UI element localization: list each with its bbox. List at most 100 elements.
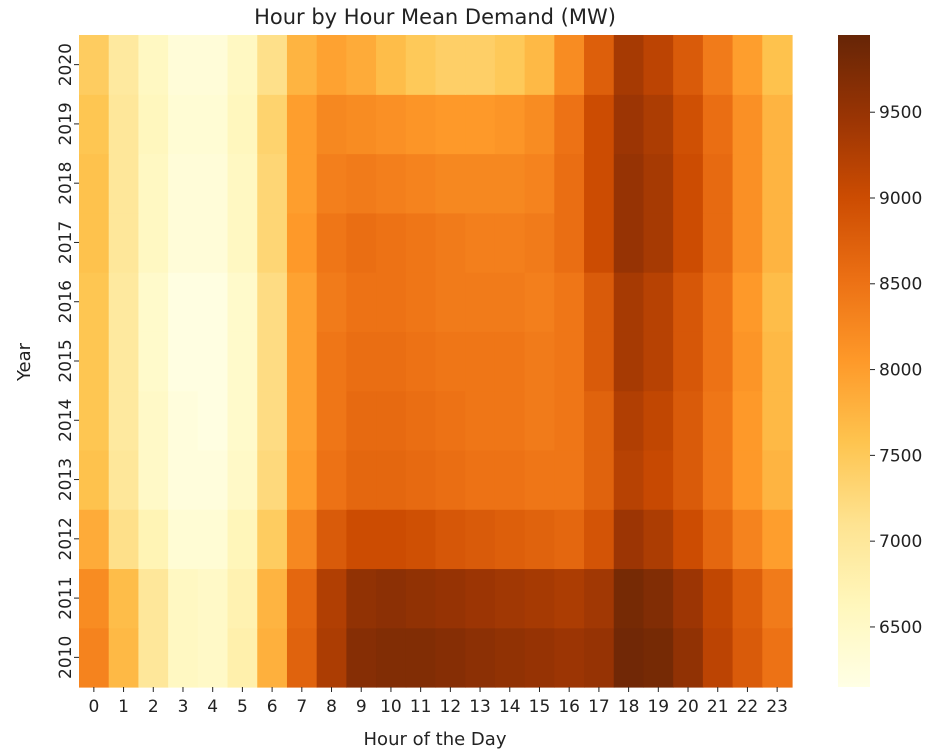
heatmap-cell: [257, 390, 288, 451]
colorbar-tick-label: 8000: [879, 361, 922, 381]
heatmap-cell: [435, 153, 466, 214]
heatmap-cell: [79, 331, 110, 392]
heatmap-cell: [494, 568, 526, 629]
x-tick-label: 16: [558, 697, 580, 717]
heatmap-cell: [257, 331, 288, 392]
colorbar-tick-label: 7500: [879, 446, 922, 466]
x-tick-label: 14: [499, 697, 521, 717]
heatmap-cell: [168, 331, 199, 392]
heatmap-cell: [702, 390, 734, 451]
heatmap-cell: [673, 627, 704, 688]
heatmap-cell: [435, 331, 466, 392]
heatmap-cell: [465, 35, 496, 95]
heatmap-cell: [435, 449, 466, 510]
heatmap-cell: [346, 390, 377, 451]
heatmap-cell: [168, 568, 199, 629]
heatmap-cell: [465, 390, 496, 451]
heatmap-cell: [138, 35, 169, 95]
heatmap-cell: [316, 35, 347, 95]
heatmap-cell: [494, 331, 526, 392]
heatmap-cell: [494, 509, 526, 570]
y-tick-label: 2020: [56, 43, 76, 86]
heatmap-cell: [643, 449, 674, 510]
heatmap-cell: [79, 35, 110, 95]
colorbar-tick-label: 9500: [879, 103, 922, 123]
heatmap-cell: [494, 449, 526, 510]
heatmap-cell: [613, 212, 645, 273]
heatmap-cell: [108, 153, 140, 214]
heatmap-cell: [673, 94, 704, 155]
heatmap-cell: [762, 94, 793, 155]
heatmap-cell: [227, 94, 258, 155]
heatmap-cell: [316, 331, 347, 392]
heatmap-cell: [197, 94, 229, 155]
heatmap-cell: [376, 331, 407, 392]
heatmap-cell: [673, 212, 704, 273]
heatmap-cell: [465, 449, 496, 510]
x-tick-label: 0: [88, 697, 99, 717]
heatmap-cell: [435, 627, 466, 688]
heatmap-cell: [79, 449, 110, 510]
heatmap-cell: [376, 568, 407, 629]
heatmap-cell: [584, 509, 615, 570]
heatmap-cell: [168, 449, 199, 510]
y-tick-label: 2010: [56, 636, 76, 679]
heatmap-cell: [524, 627, 555, 688]
heatmap-cell: [494, 35, 526, 95]
heatmap-cell: [405, 449, 437, 510]
heatmap-cell: [108, 35, 140, 95]
heatmap-cell: [227, 331, 258, 392]
heatmap-cell: [762, 35, 793, 95]
heatmap-cell: [79, 272, 110, 332]
heatmap-cell: [138, 331, 169, 392]
heatmap-cell: [762, 331, 793, 392]
y-axis-ticks: 2010 2011 2012 2013 2014 2015 2016 2017 2018 2019…: [56, 43, 79, 679]
heatmap-cell: [465, 272, 496, 332]
heatmap-cell: [732, 331, 763, 392]
heatmap-cell: [584, 390, 615, 451]
heatmap-cell: [286, 94, 318, 155]
heatmap-cell: [494, 153, 526, 214]
heatmap-cell: [554, 94, 585, 155]
heatmap-cell: [613, 627, 645, 688]
x-tick-label: 5: [237, 697, 248, 717]
y-tick-label: 2018: [56, 162, 76, 205]
heatmap-cell: [643, 331, 674, 392]
heatmap-cell: [702, 449, 734, 510]
heatmap-cell: [376, 449, 407, 510]
y-tick-label: 2019: [56, 102, 76, 145]
heatmap-cell: [732, 568, 763, 629]
heatmap-cell: [405, 509, 437, 570]
heatmap-cell: [762, 449, 793, 510]
heatmap-cell: [316, 627, 347, 688]
heatmap-cell: [584, 94, 615, 155]
heatmap-cell: [732, 35, 763, 95]
x-tick-label: 3: [178, 697, 189, 717]
x-tick-label: 13: [469, 697, 491, 717]
heatmap-cell: [584, 449, 615, 510]
y-tick-label: 2013: [56, 458, 76, 501]
heatmap-cell: [108, 212, 140, 273]
heatmap-cell: [435, 509, 466, 570]
heatmap-cell: [286, 212, 318, 273]
heatmap-cell: [108, 449, 140, 510]
heatmap-cell: [168, 390, 199, 451]
heatmap-cell: [405, 390, 437, 451]
heatmap-cell: [554, 449, 585, 510]
heatmap-cell: [762, 509, 793, 570]
heatmap-cell: [227, 212, 258, 273]
heatmap-cell: [732, 94, 763, 155]
heatmap-cell: [108, 627, 140, 688]
heatmap-cell: [286, 35, 318, 95]
heatmap-cell: [138, 153, 169, 214]
heatmap-cell: [613, 153, 645, 214]
heatmap-cell: [197, 272, 229, 332]
heatmap-cell: [346, 94, 377, 155]
heatmap-cell: [227, 390, 258, 451]
heatmap-cell: [197, 390, 229, 451]
heatmap-cell: [762, 568, 793, 629]
heatmap-cell: [643, 94, 674, 155]
heatmap-cell: [227, 272, 258, 332]
heatmap-cell: [762, 627, 793, 688]
